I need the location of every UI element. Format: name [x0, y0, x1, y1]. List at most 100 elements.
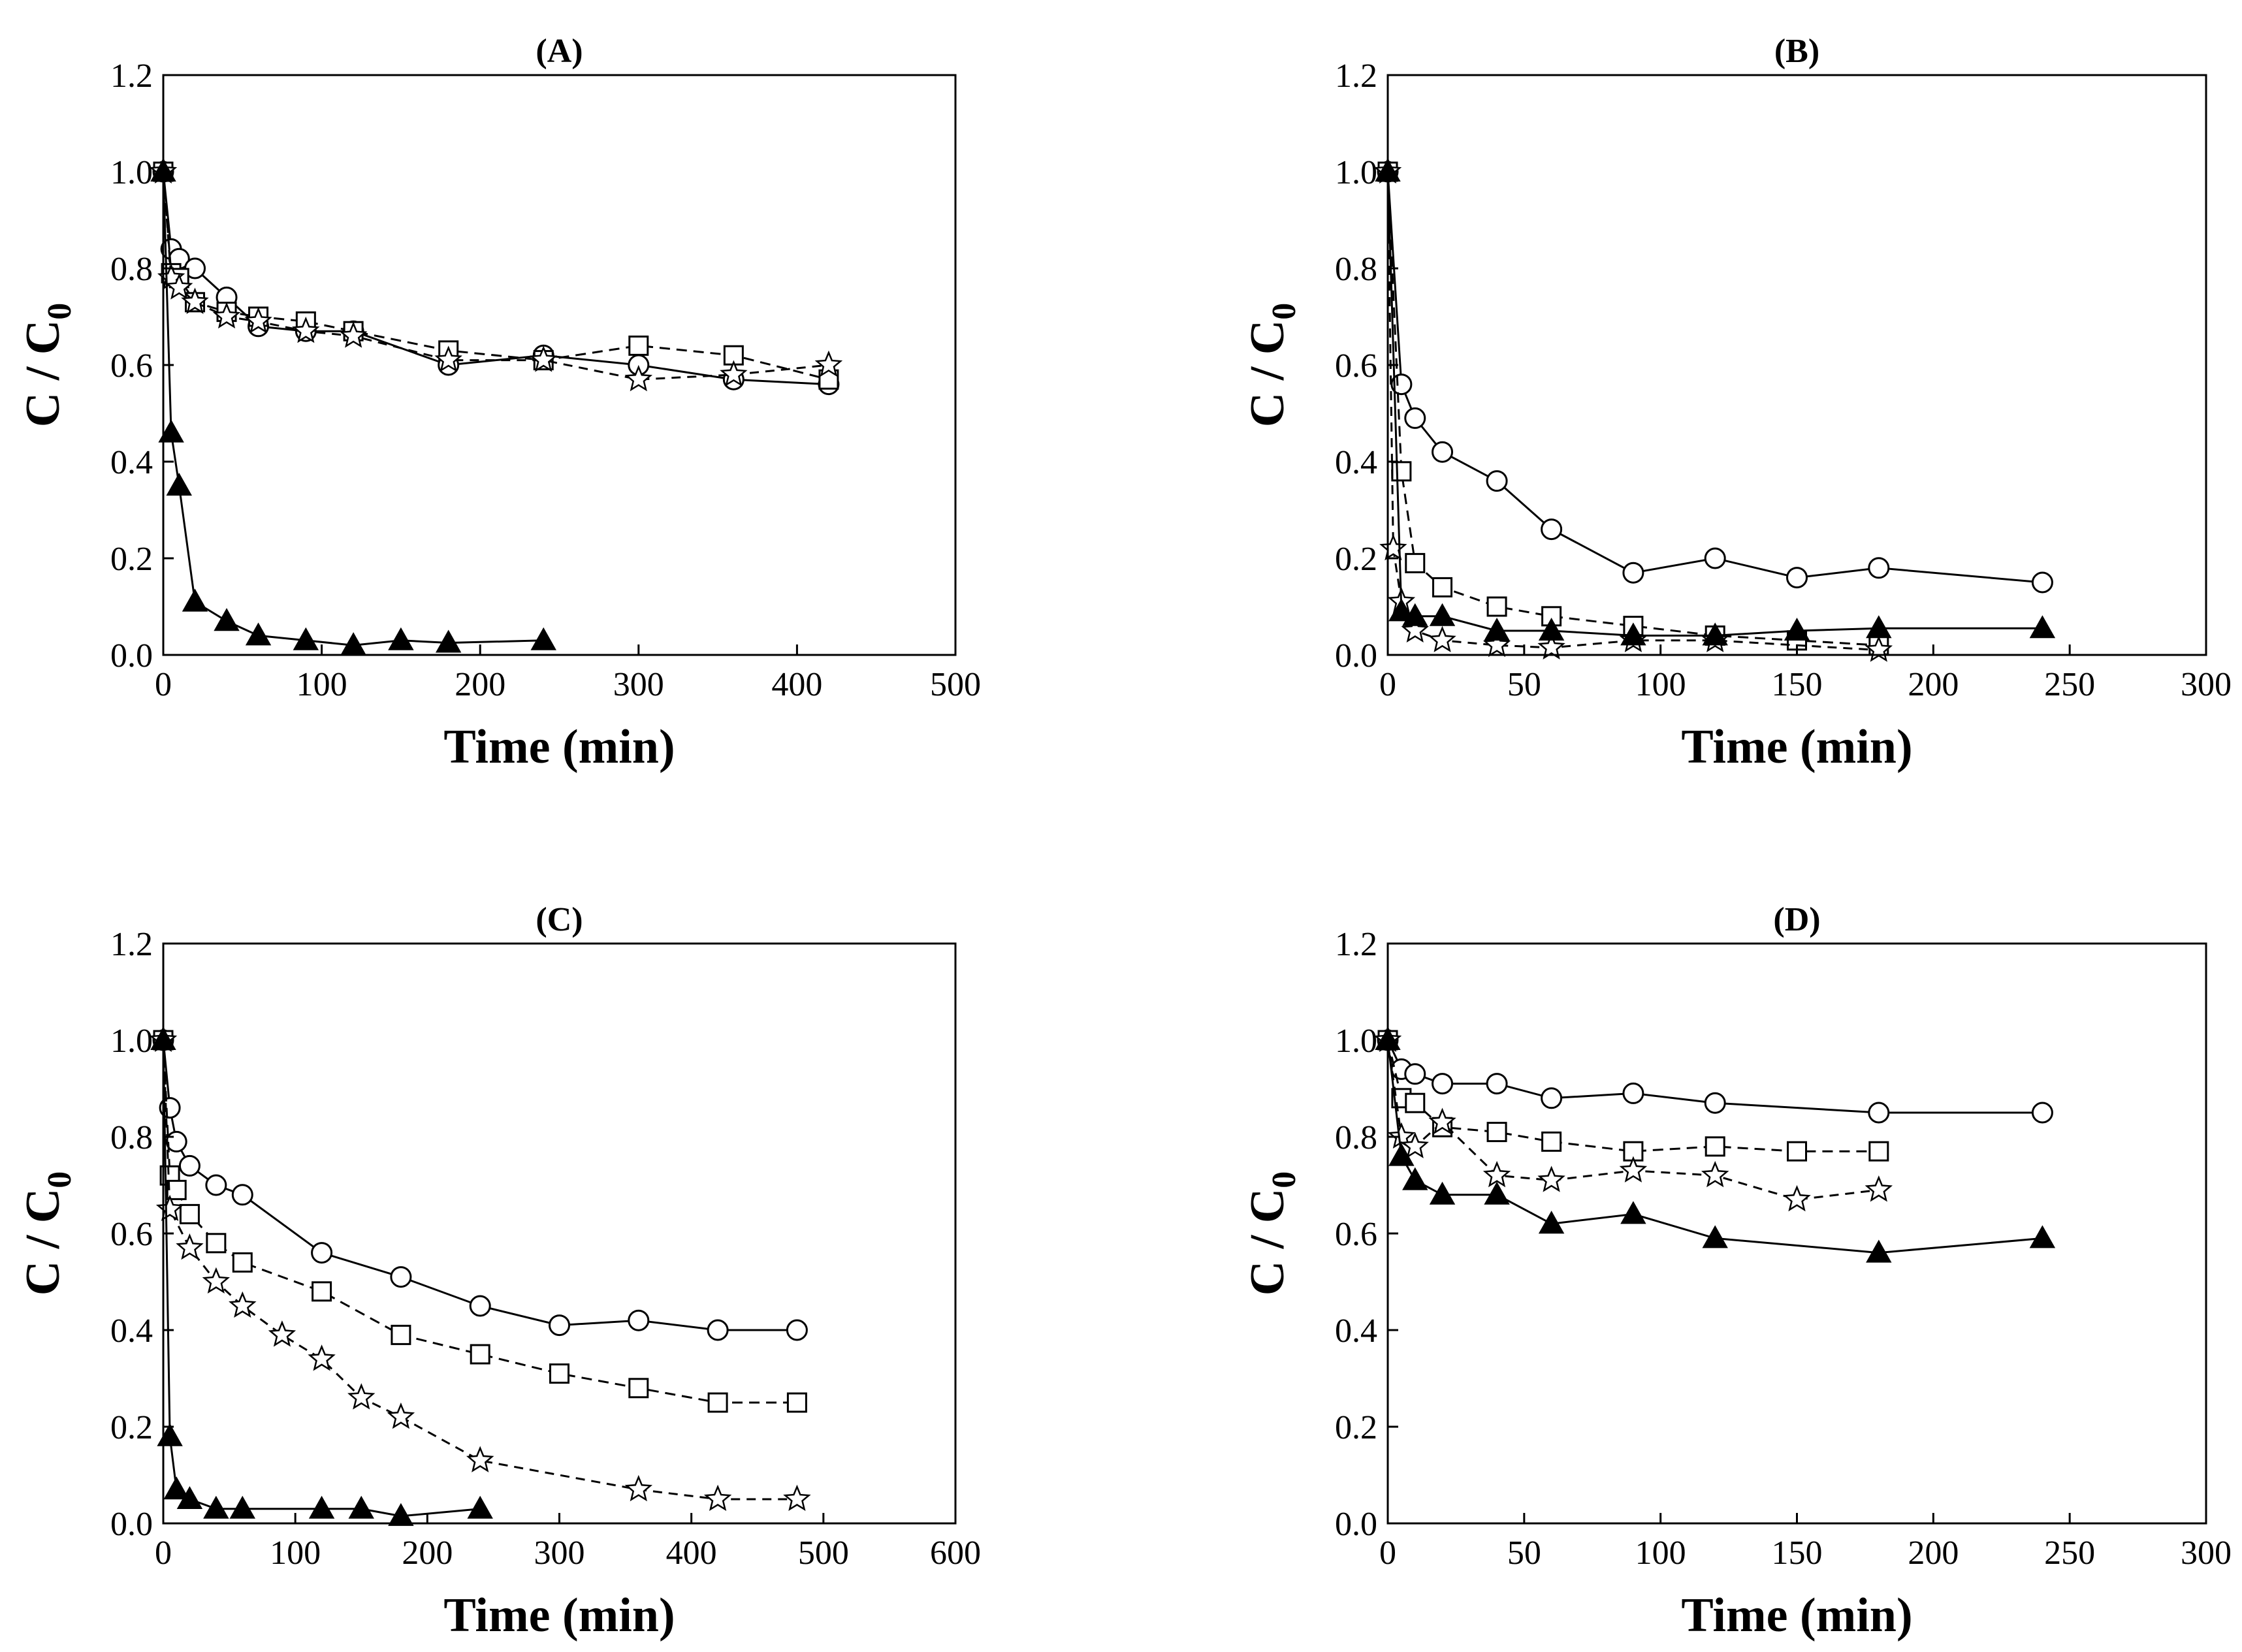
x-tick-label: 500: [930, 666, 981, 703]
data-point-circle: [628, 1309, 650, 1331]
data-point-star: [1401, 616, 1429, 643]
series-line-star: [1386, 1040, 1879, 1201]
y-tick-label: 0.4: [110, 444, 153, 481]
x-tick-label: 400: [771, 666, 822, 703]
data-point-circle: [1541, 1087, 1563, 1109]
chart-panel-4: 0 50 100 150 200 250 300 0.0 0.2 0.4 0.6 0.8 1.0 1.2 (…: [1241, 901, 2232, 1642]
y-axis-label-main: C / C: [16, 1188, 70, 1295]
x-tick-label: 150: [1772, 1534, 1823, 1572]
data-point-circle: [469, 1295, 491, 1317]
data-point-triangle: [158, 419, 184, 443]
y-tick-label: 0.6: [110, 1216, 153, 1253]
x-tick-label: 300: [534, 1534, 585, 1572]
x-tick-label: 0: [1379, 1534, 1396, 1572]
data-point-triangle: [1402, 1167, 1428, 1190]
data-point-circle: [2031, 1102, 2053, 1124]
data-point-circle: [1704, 547, 1726, 569]
data-point-square: [470, 1344, 490, 1365]
x-tick-label: 50: [1507, 1534, 1541, 1572]
data-point-square: [549, 1363, 569, 1384]
data-point-square: [1391, 461, 1412, 482]
chart-title: (D): [1773, 901, 1820, 938]
y-axis-label: C / C0: [16, 1171, 78, 1295]
y-tick-label: 0.8: [110, 251, 153, 288]
data-point-star: [1428, 626, 1456, 652]
data-point-triangle: [530, 627, 556, 650]
data-point-square: [391, 1324, 411, 1345]
data-point-triangle: [308, 1495, 335, 1519]
data-point-star: [434, 345, 462, 372]
data-point-circle: [311, 1242, 333, 1264]
data-point-star: [624, 1474, 653, 1502]
data-point-star: [1428, 1107, 1456, 1134]
data-point-triangle: [348, 1495, 374, 1519]
data-point-circle: [1868, 557, 1890, 579]
data-point-triangle: [1388, 1143, 1415, 1166]
data-point-circle: [1404, 1063, 1426, 1085]
chart-title: (B): [1774, 33, 1819, 70]
y-axis-label-subscript: 0: [41, 1171, 78, 1188]
x-tick-label: 500: [798, 1534, 849, 1572]
data-point-triangle: [1388, 598, 1415, 622]
x-tick-label: 100: [1635, 1534, 1686, 1572]
x-tick-label: 100: [270, 1534, 321, 1572]
x-tick-label: 100: [296, 666, 347, 703]
y-tick-label: 0.4: [1335, 1312, 1377, 1350]
series-square: [1377, 1030, 1889, 1162]
x-tick-label: 200: [1908, 1534, 1959, 1572]
y-tick-label: 1.0: [1335, 1023, 1377, 1060]
y-tick-label: 1.0: [110, 1023, 153, 1060]
data-point-star: [292, 316, 320, 343]
data-point-triangle: [1620, 1201, 1646, 1224]
data-point-star: [624, 364, 653, 392]
y-axis-label-main: C / C: [1241, 1188, 1294, 1295]
x-tick-label: 150: [1772, 666, 1823, 703]
data-point-star: [347, 1383, 376, 1410]
series-line-star: [1386, 171, 1879, 652]
data-point-star: [339, 321, 368, 348]
series-line-square: [1386, 171, 1879, 646]
data-point-square: [1432, 577, 1453, 597]
series-line-square: [1386, 1040, 1879, 1152]
data-point-square: [1405, 552, 1426, 573]
x-axis-label: Time (min): [443, 1589, 675, 1642]
data-point-circle: [549, 1314, 570, 1337]
data-point-circle: [1868, 1102, 1890, 1124]
y-tick-label: 0.2: [1335, 541, 1377, 578]
series-line-triangle: [1386, 1040, 2043, 1254]
data-point-star: [202, 1267, 231, 1294]
data-point-circle: [707, 1319, 729, 1341]
data-point-circle: [2031, 571, 2053, 594]
data-point-star: [1401, 1132, 1429, 1158]
data-point-square: [1868, 1141, 1889, 1162]
y-axis-label-subscript: 0: [1266, 303, 1303, 320]
data-point-triangle: [1620, 622, 1646, 646]
data-point-star: [229, 1291, 257, 1318]
data-point-triangle: [388, 627, 414, 650]
series-circle: [1377, 1029, 2053, 1124]
x-tick-label: 300: [2181, 666, 2232, 703]
data-point-triangle: [1484, 617, 1510, 641]
chart-panel-1: 0 100 200 300 400 500 0.0 0.2 0.4 0.6 0.8 1.0 1.2 (A)…: [16, 33, 981, 774]
x-tick-label: 250: [2044, 666, 2095, 703]
data-point-star: [268, 1320, 296, 1347]
series-line-triangle: [162, 1040, 481, 1517]
data-point-circle: [178, 1154, 200, 1177]
chart-title: (A): [536, 33, 583, 70]
y-tick-label: 0.6: [110, 347, 153, 385]
x-axis-label: Time (min): [443, 720, 675, 774]
data-point-star: [1865, 1175, 1893, 1202]
y-tick-label: 0.4: [1335, 444, 1377, 481]
data-point-star: [1482, 1160, 1511, 1188]
y-axis-label-main: C / C: [1241, 320, 1294, 427]
data-point-triangle: [1866, 1239, 1892, 1263]
data-point-circle: [1432, 1073, 1454, 1095]
data-point-circle: [1786, 567, 1808, 589]
data-point-circle: [1541, 518, 1563, 541]
data-point-triangle: [229, 1495, 256, 1519]
y-tick-label: 0.8: [110, 1119, 153, 1156]
data-point-star: [165, 273, 193, 300]
data-point-square: [1541, 1131, 1562, 1152]
data-point-star: [176, 1233, 204, 1260]
